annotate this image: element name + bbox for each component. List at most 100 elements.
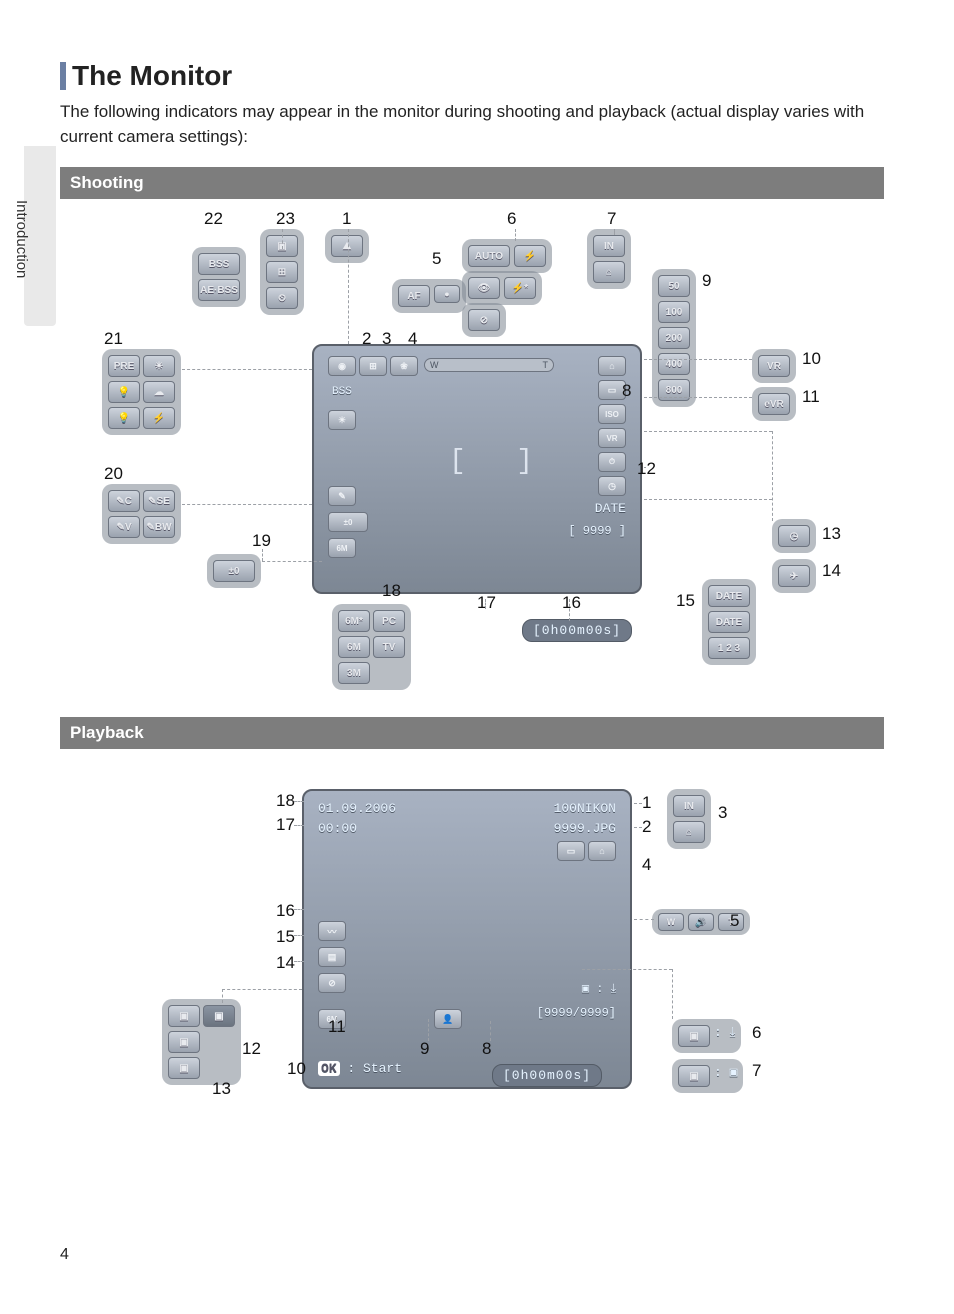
page-title: The Monitor <box>72 60 232 92</box>
section-header-shooting: Shooting <box>60 167 884 199</box>
pb-callout-8: 8 <box>482 1039 491 1059</box>
iso-100: 100 <box>658 301 690 323</box>
wb-pre: PRE <box>108 355 140 377</box>
expcomp-tile: ±0 <box>213 560 255 582</box>
protect2-icon: ⊘ <box>318 973 346 993</box>
flash-group-2: 👁 ⚡* <box>462 271 542 305</box>
redeye-icon: 👁 <box>468 277 500 299</box>
evr-tile: eVR <box>758 393 790 415</box>
callout-21: 21 <box>104 329 123 349</box>
lead <box>262 561 322 562</box>
pb-callout-2: 2 <box>642 817 651 837</box>
lead <box>672 969 673 1019</box>
wb-fl: 💡 <box>108 407 140 429</box>
vr-tile: VR <box>758 355 790 377</box>
pb-callout-5: 5 <box>730 911 739 931</box>
callout-18: 18 <box>382 581 401 601</box>
pb-callout-13: 13 <box>212 1079 231 1099</box>
flash-group: AUTO ⚡ <box>462 239 552 273</box>
pb-callout-6: 6 <box>752 1023 761 1043</box>
pb-small-group: ▣▣ ▣ ▣ <box>162 999 241 1085</box>
wb-flash: ⚡ <box>143 407 175 429</box>
pb-callout-7: 7 <box>752 1061 761 1081</box>
callout-13: 13 <box>822 524 841 544</box>
callout-17: 17 <box>477 593 496 613</box>
callout-16: 16 <box>562 593 581 613</box>
title-accent <box>60 62 66 90</box>
callout-1: 1 <box>342 209 351 229</box>
lead <box>644 397 752 398</box>
diagram-shooting: [ ] DATE [ 9999 ] BSS ◉ ⊞ ❀ W T ⌂ ▭ ISO … <box>62 209 882 709</box>
pb-callout-17: 17 <box>276 815 295 835</box>
lead <box>294 961 304 962</box>
lead <box>490 1021 491 1041</box>
section-header-playback: Playback <box>60 717 884 749</box>
bss-group: BSS AE·BSS <box>192 247 246 307</box>
lead <box>294 801 304 802</box>
zoom-indicator: W T <box>424 358 554 372</box>
date-tile-2: DATE <box>708 611 750 633</box>
lead <box>634 827 642 828</box>
lead <box>222 989 223 1003</box>
callout-7: 7 <box>607 209 616 229</box>
pb-movielen: [0h00m00s] <box>492 1064 602 1087</box>
pb-callout-9: 9 <box>420 1039 429 1059</box>
flash-auto: AUTO <box>468 245 510 267</box>
bss-tile: BSS <box>198 253 240 275</box>
zoom-w-tile: W <box>658 913 684 931</box>
scene-tile: ⛰ <box>331 235 363 257</box>
macro-icon: ❀ <box>390 356 418 376</box>
size-2: 6M <box>338 636 370 658</box>
lead <box>634 919 654 920</box>
date-tile: DATE <box>708 585 750 607</box>
expcomp-group: ±0 <box>207 554 261 588</box>
lead <box>515 229 516 241</box>
pb-callout-14: 14 <box>276 953 295 973</box>
mem-internal: IN <box>593 235 625 257</box>
pb-callout-1: 1 <box>642 793 651 813</box>
iso-200: 200 <box>658 327 690 349</box>
lead <box>614 229 615 235</box>
lead <box>282 229 283 249</box>
pb-frames: [9999/9999] <box>537 1006 616 1020</box>
timer-icon: ⏱ <box>598 452 626 472</box>
lead <box>294 825 304 826</box>
aebss-tile: AE·BSS <box>198 279 240 301</box>
clock-tile: ◷ <box>778 525 810 547</box>
protect-icon: ⌂ <box>588 841 616 861</box>
pb-callout-10: 10 <box>287 1059 306 1079</box>
page: The Monitor The following indicators may… <box>0 0 954 1314</box>
callout-22: 22 <box>204 209 223 229</box>
small-4: ▣ <box>168 1057 200 1079</box>
small-1: ▣ <box>168 1005 200 1027</box>
zoom-t: T <box>543 360 549 370</box>
ok-badge: OK <box>318 1061 340 1076</box>
callout-20: 20 <box>104 464 123 484</box>
lead <box>182 504 312 505</box>
cont-3: ⏲ <box>266 287 298 309</box>
mem-group: IN ⌂ <box>587 229 631 289</box>
pb-card: ⌂ <box>673 821 705 843</box>
lead <box>644 499 772 500</box>
clock-icon: ◷ <box>598 476 626 496</box>
callout-12: 12 <box>637 459 656 479</box>
pb-callout-15: 15 <box>276 927 295 947</box>
pb-statusrow: ▭ ⌂ <box>557 841 616 861</box>
pb-callout-4: 4 <box>642 855 651 875</box>
imgsize-group: 6M*PC 6MTV 3M <box>332 604 411 690</box>
size-3: 3M <box>338 662 370 684</box>
date-tile-3: 1 2 3 <box>708 637 750 659</box>
lead <box>222 989 302 990</box>
travel-group: ✈ <box>772 559 816 593</box>
pictmo-icon: ▤ <box>318 947 346 967</box>
callout-6: 6 <box>507 209 516 229</box>
iso-50: 50 <box>658 275 690 297</box>
lead <box>336 1017 337 1027</box>
pb-mem-group: IN ⌂ <box>667 789 711 849</box>
cont-2: ⊞ <box>266 261 298 283</box>
lead <box>428 1019 429 1041</box>
mode-icon: ◉ <box>328 356 356 376</box>
af-brackets: [ ] <box>449 446 533 477</box>
pb-icons: ▣ : ⤓ <box>582 981 616 996</box>
color-icon: ✎ <box>328 486 356 506</box>
